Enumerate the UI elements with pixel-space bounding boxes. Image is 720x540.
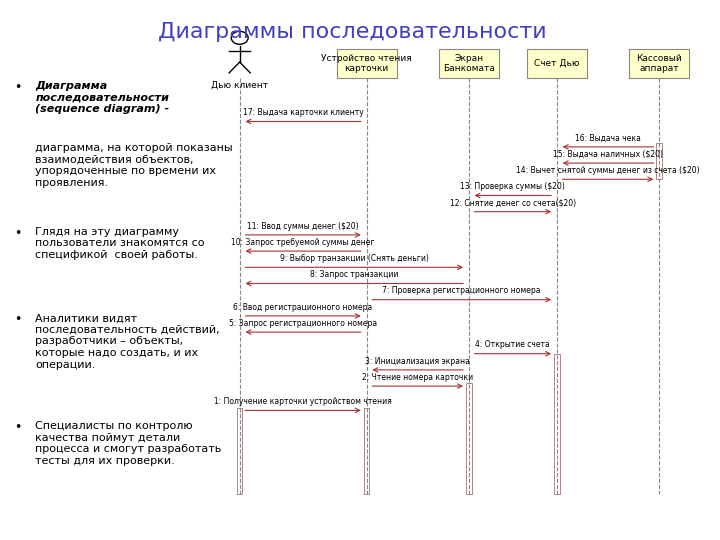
Text: 12: Снятие денег со счета($20): 12: Снятие денег со счета($20) bbox=[450, 198, 576, 207]
Text: диаграмма, на которой показаны
взаимодействия объектов,
упорядоченные по времени: диаграмма, на которой показаны взаимодей… bbox=[35, 143, 233, 188]
Text: Аналитики видят
последовательность действий,
разработчики – объекты,
которые над: Аналитики видят последовательность дейст… bbox=[35, 313, 220, 369]
Text: 16: Выдача чека: 16: Выдача чека bbox=[575, 133, 641, 143]
Text: Экран
Банкомата: Экран Банкомата bbox=[443, 54, 495, 73]
FancyBboxPatch shape bbox=[438, 49, 499, 78]
Text: 8: Запрос транзакции: 8: Запрос транзакции bbox=[310, 270, 398, 279]
Bar bbox=[466, 383, 472, 494]
Text: 6: Ввод регистрационного номера: 6: Ввод регистрационного номера bbox=[233, 302, 373, 312]
Text: 10: Запрос требуемой суммы денег: 10: Запрос требуемой суммы денег bbox=[231, 238, 375, 247]
FancyBboxPatch shape bbox=[336, 49, 397, 78]
Text: Дью клиент: Дью клиент bbox=[211, 81, 269, 90]
Text: Счет Дью: Счет Дью bbox=[534, 59, 580, 68]
FancyBboxPatch shape bbox=[527, 49, 587, 78]
Bar bbox=[656, 143, 662, 179]
Text: 13: Проверка суммы ($20): 13: Проверка суммы ($20) bbox=[460, 182, 565, 191]
Text: 15: Выдача наличных ($20): 15: Выдача наличных ($20) bbox=[553, 150, 663, 159]
Text: 14: Вычет снятой суммы денег из счета ($20): 14: Вычет снятой суммы денег из счета ($… bbox=[516, 166, 700, 175]
Text: Глядя на эту диаграмму
пользователи знакомятся со
спецификой  своей работы.: Глядя на эту диаграмму пользователи знак… bbox=[35, 227, 204, 260]
Text: 9: Выбор транзакции (Снять деньги): 9: Выбор транзакции (Снять деньги) bbox=[280, 254, 428, 263]
Bar bbox=[554, 354, 559, 494]
Bar bbox=[237, 408, 243, 494]
Text: Специалисты по контролю
качества поймут детали
процесса и смогут разработать
тес: Специалисты по контролю качества поймут … bbox=[35, 421, 222, 466]
Text: Диаграммы последовательности: Диаграммы последовательности bbox=[158, 22, 546, 42]
Text: 1: Получение карточки устройством чтения: 1: Получение карточки устройством чтения bbox=[215, 397, 392, 406]
Text: Диаграмма
последовательности
(sequence diagram) -: Диаграмма последовательности (sequence d… bbox=[35, 81, 169, 114]
Text: •: • bbox=[14, 313, 22, 326]
Text: 2: Чтение номера карточки: 2: Чтение номера карточки bbox=[362, 373, 473, 382]
Text: 17: Выдача карточки клиенту: 17: Выдача карточки клиенту bbox=[243, 108, 364, 117]
Text: Устройство чтения
карточки: Устройство чтения карточки bbox=[321, 54, 412, 73]
Text: 7: Проверка регистрационного номера: 7: Проверка регистрационного номера bbox=[382, 286, 541, 295]
Text: 4: Открытие счета: 4: Открытие счета bbox=[475, 340, 550, 349]
Text: 11: Ввод суммы денег ($20): 11: Ввод суммы денег ($20) bbox=[247, 221, 359, 231]
Text: •: • bbox=[14, 81, 22, 94]
Bar bbox=[364, 408, 369, 494]
Text: •: • bbox=[14, 227, 22, 240]
Text: •: • bbox=[14, 421, 22, 434]
Text: 3: Инициализация экрана: 3: Инициализация экрана bbox=[365, 356, 470, 366]
Text: 5: Запрос регистрационного номера: 5: Запрос регистрационного номера bbox=[229, 319, 377, 328]
Text: Кассовый
аппарат: Кассовый аппарат bbox=[636, 54, 682, 73]
FancyBboxPatch shape bbox=[629, 49, 689, 78]
